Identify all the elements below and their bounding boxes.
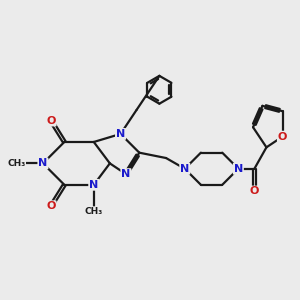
Text: O: O [250,187,259,196]
Text: O: O [278,132,287,142]
Text: O: O [46,116,56,126]
Text: CH₃: CH₃ [85,207,103,216]
Text: N: N [89,180,98,190]
Text: N: N [38,158,48,168]
Text: N: N [180,164,189,174]
Text: N: N [234,164,243,174]
Text: N: N [121,169,130,179]
Text: O: O [46,201,56,211]
Text: CH₃: CH₃ [7,159,25,168]
Text: N: N [116,129,125,139]
